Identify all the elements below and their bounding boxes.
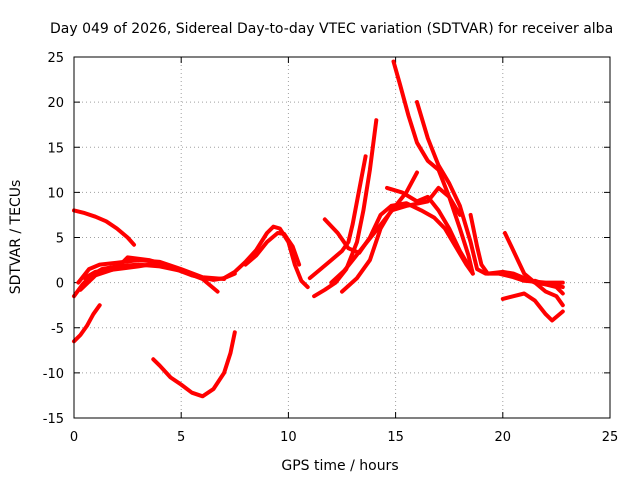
series-arc-17 bbox=[415, 100, 565, 285]
series-arc-18 bbox=[468, 212, 565, 290]
y-tick-label: 5 bbox=[56, 232, 64, 247]
x-tick-label: 20 bbox=[495, 430, 512, 445]
y-tick-label: 10 bbox=[47, 186, 64, 201]
x-tick-label: 0 bbox=[70, 430, 78, 445]
series-arc-2 bbox=[72, 303, 102, 344]
series-arc-15 bbox=[391, 59, 475, 276]
y-axis-label: SDTVAR / TECUs bbox=[8, 180, 24, 295]
series-arc-13 bbox=[329, 170, 419, 285]
y-tick-label: -10 bbox=[43, 367, 64, 382]
x-tick-label: 15 bbox=[387, 430, 404, 445]
series-arc-16 bbox=[385, 185, 473, 272]
series-arc-10 bbox=[307, 154, 368, 281]
y-axis-ticks: -15 -10 -5 0 5 10 15 20 25 bbox=[43, 51, 610, 427]
series-arc-14 bbox=[340, 185, 462, 294]
y-tick-label: 15 bbox=[47, 141, 64, 156]
series-arc-20 bbox=[500, 291, 565, 323]
y-tick-label: -5 bbox=[51, 322, 64, 337]
y-tick-label: 20 bbox=[47, 96, 64, 111]
series-arc-9 bbox=[243, 231, 302, 267]
series-arc-6 bbox=[78, 255, 173, 292]
y-tick-label: -15 bbox=[43, 412, 64, 427]
series-arc-8 bbox=[222, 224, 310, 290]
y-tick-label: 0 bbox=[56, 277, 64, 292]
series-arc-11 bbox=[312, 118, 379, 299]
plot-frame bbox=[73, 56, 611, 419]
series-arc-21 bbox=[533, 278, 565, 296]
series-arc-7 bbox=[151, 330, 237, 399]
x-tick-label: 25 bbox=[602, 430, 619, 445]
data-series-group bbox=[72, 59, 565, 399]
x-tick-label: 5 bbox=[177, 430, 185, 445]
x-axis-label: GPS time / hours bbox=[281, 458, 398, 474]
series-arc-3 bbox=[72, 262, 220, 299]
series-arc-1 bbox=[72, 208, 136, 247]
x-tick-label: 10 bbox=[280, 430, 297, 445]
y-tick-label: 25 bbox=[47, 51, 64, 66]
chart-title: Day 049 of 2026, Sidereal Day-to-day VTE… bbox=[50, 21, 613, 37]
series-arc-19 bbox=[502, 231, 565, 308]
